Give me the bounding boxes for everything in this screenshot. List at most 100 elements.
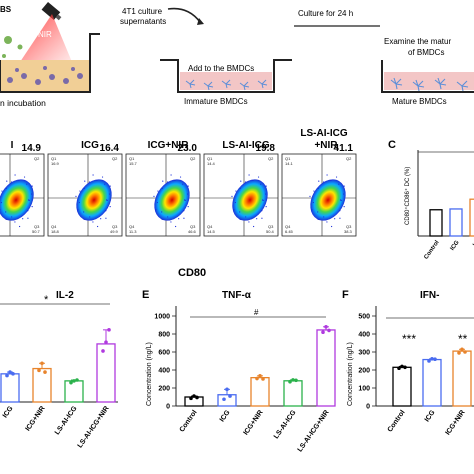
event-dot [11, 216, 13, 218]
event-dot [96, 179, 98, 182]
quadrant-value-q3: 49.9 [110, 229, 119, 234]
data-point [37, 368, 41, 373]
category-label: LS-AI-ICG+NIR [297, 409, 331, 453]
event-dot [5, 218, 7, 221]
density-blob [232, 179, 268, 221]
event-dot [5, 211, 7, 213]
event-dot [323, 181, 325, 183]
immature-label: Immature BMDCs [184, 97, 248, 106]
panel-f-ylabel: Concentration (ng/L) [347, 342, 354, 406]
tick-label: 1000 [154, 314, 170, 321]
laser-beam [20, 14, 72, 62]
dc-cell [185, 79, 196, 89]
panel-c-bars: Control ICG IC [423, 198, 474, 261]
event-dot [83, 211, 85, 213]
event-dot [331, 225, 333, 228]
bar [250, 376, 270, 407]
quadrant-label-q1: Q1 [285, 156, 291, 161]
event-dot [156, 201, 159, 204]
data-point [397, 366, 401, 371]
event-dot [157, 190, 159, 192]
quadrant-label-q3: Q3 [346, 224, 352, 229]
event-dot [27, 217, 29, 219]
data-point [228, 394, 232, 398]
event-dot [335, 176, 338, 178]
well-outline [0, 33, 100, 93]
event-dot [109, 206, 111, 208]
panel-c: C CD80⁺CD86⁺ DC (%) Control ICG IC [388, 139, 474, 261]
event-dot [183, 209, 185, 212]
incubation-label: n incubation [0, 98, 46, 108]
examine-label: Examine the matur [384, 37, 451, 46]
event-dot [252, 179, 254, 182]
panel-d-sig: * [44, 294, 49, 306]
quadrant-label-q2: Q2 [268, 156, 274, 161]
add-label: Add to the BMDCs [188, 64, 254, 73]
nir-label: NIR [38, 30, 52, 39]
flow-plot-title: LS-AI-ICG [222, 140, 269, 151]
event-dot [342, 193, 345, 195]
quadrant-value-q1: 16.9 [51, 161, 60, 166]
flow-plot-title: +NIR [314, 140, 338, 151]
panel-f-sig2: ** [458, 332, 468, 346]
event-dot [231, 195, 233, 197]
dc-cell [257, 79, 268, 89]
tick-label: 0 [366, 404, 370, 411]
step2-label: Culture for 24 h [298, 9, 353, 18]
event-dot [101, 176, 104, 178]
dc-cell [456, 80, 469, 92]
mature-label: Mature BMDCs [392, 97, 447, 106]
category-label: LS-AI-ICG [273, 409, 298, 441]
event-dot [309, 195, 311, 197]
event-dot [334, 218, 336, 220]
step1-label: 4T1 culture [122, 7, 163, 16]
quadrant-label-q1: Q1 [51, 156, 57, 161]
quadrant-value-q4: 6.45 [285, 229, 294, 234]
dc-cell [412, 79, 425, 92]
event-dot [14, 221, 16, 223]
event-dot [170, 221, 172, 223]
event-dot [262, 199, 264, 201]
tick-label: 600 [158, 350, 170, 357]
data-point [430, 357, 434, 361]
data-point [8, 370, 12, 374]
particles [2, 36, 23, 58]
category-label: ICG+NIR [25, 405, 47, 432]
data-point [457, 351, 461, 355]
bs-label: BS [0, 5, 12, 14]
bmdcs [390, 77, 469, 92]
event-dot [182, 183, 184, 185]
quadrant-label-q3: Q3 [34, 224, 40, 229]
panel-e-sig: # [254, 308, 259, 317]
tick-label: 0 [166, 404, 170, 411]
panel-e: E TNF-α Concentration (ng/L) # 0 200 400 60… [142, 289, 336, 453]
quadrant-label-q4: Q4 [51, 224, 57, 229]
panel-f-title: IFN- [420, 290, 439, 301]
data-point [291, 378, 295, 382]
tick-label: 800 [158, 332, 170, 339]
event-dot [161, 187, 163, 190]
event-dot [311, 209, 313, 211]
category-label: Control [179, 409, 199, 433]
bar [429, 209, 443, 237]
data-point [69, 380, 73, 385]
panel-e-ticks: 0 200 400 600 800 1000 [154, 314, 176, 411]
panel-c-letter: C [388, 139, 396, 151]
quadrant-value-q2: 16.4 [100, 143, 120, 154]
event-dot [5, 187, 7, 190]
panel-f-letter: F [342, 289, 349, 301]
panel-e-bars: Control ICG ICG+NIR LS-AI-ICG LS-AI-ICG+NIR [179, 325, 336, 453]
laser-device [41, 2, 62, 21]
quadrant-value-q4: 18.8 [51, 229, 60, 234]
event-dot [28, 199, 30, 201]
event-dot [338, 183, 340, 185]
flow-plot: LS-AI-ICG+NIR Q1 Q2 Q4 Q3 14.1 6.45 38.3 41.1 [281, 128, 357, 237]
tick-label: 400 [358, 332, 370, 339]
event-dot [79, 190, 81, 192]
data-point [427, 359, 431, 363]
event-dot [155, 209, 157, 211]
event-dot [162, 180, 164, 182]
event-dot [239, 211, 241, 213]
